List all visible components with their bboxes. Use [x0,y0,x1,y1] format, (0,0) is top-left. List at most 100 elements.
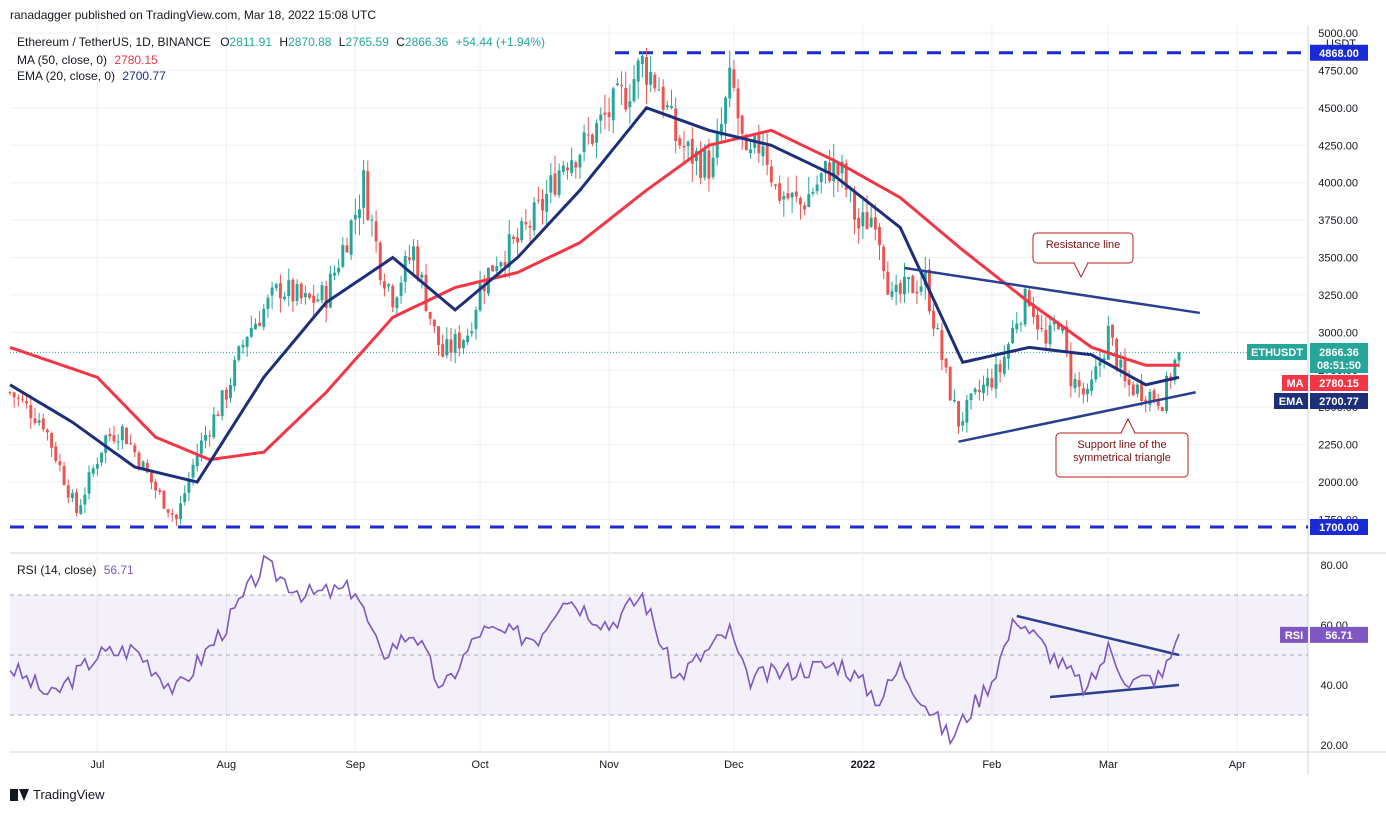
candle-body [557,170,561,196]
candle-body [869,217,873,227]
top-level-badge-text: 4868.00 [1319,48,1359,60]
open-value: 2811.91 [229,35,273,49]
candle-body [441,344,445,357]
candle-body [432,319,436,327]
candle-body [41,418,45,430]
candle-body [353,214,357,220]
candle-body [1135,384,1139,394]
candle-body [457,332,461,349]
ma-legend-label: MA (50, close, 0) [17,53,108,67]
candle-body [1086,389,1089,395]
support-callout-text: symmetrical triangle [1073,452,1171,464]
candle-body [803,205,807,210]
change-value: +54.44 (+1.94%) [455,35,546,49]
candle-body [640,55,644,65]
candle-body [424,274,428,311]
candle-body [994,364,998,389]
candle-body [611,88,615,121]
ema-value-badge-text: 2700.77 [1319,396,1359,408]
candle-body [516,237,520,243]
candle-body [316,299,320,302]
candle-body [491,265,495,272]
candle-body [661,86,665,110]
candle-body [549,175,553,193]
candle-body [366,171,370,220]
candle-body [224,389,228,400]
candle-body [308,293,311,298]
candle-body [986,377,990,387]
rsi-lower-trendline [1049,683,1180,699]
candle-body [566,167,569,171]
candle-body [1148,391,1152,405]
resistance-callout-pointer [1073,262,1089,279]
candle-body [391,285,395,308]
candle-body [749,149,752,154]
candle-body [8,392,12,394]
candle-body [857,217,861,229]
candle-body [1090,379,1094,391]
candle-body [765,146,769,165]
candle-body [416,246,420,279]
candle-body [208,435,212,437]
candle-body [270,287,274,296]
candle-body [1140,384,1144,401]
price-tick-label: 4250.00 [1318,140,1358,152]
candle-body [453,333,457,353]
candle-body [940,330,944,360]
rsi-legend: RSI (14, close) 56.71 [17,563,134,577]
candle-body [919,286,923,292]
candle-body [853,190,856,220]
candle-body [278,283,282,299]
candle-body [1165,375,1169,411]
candle-body [462,340,465,349]
candle-body [141,461,145,470]
candle-body [437,326,440,346]
candle-body [520,221,524,241]
candle-body [1098,361,1102,366]
candle-body [324,285,328,309]
candle-body [1077,380,1081,387]
candle-body [291,279,295,302]
candle-body [29,405,33,419]
low-label: L [338,35,346,49]
candle-body [12,392,16,398]
tradingview-logo[interactable]: TradingView [10,787,105,802]
candle-body [944,358,948,368]
candle-body [179,503,183,520]
moving-averages [9,106,1180,484]
candle-body [295,284,299,301]
candle-body [158,490,162,492]
resistance-trendline [904,266,1201,315]
candle-body [299,283,303,299]
bottom-level-badge-text: 1700.00 [1319,522,1359,534]
candle-body [387,284,391,287]
candle-body [915,291,919,294]
ma50-line [9,128,1179,462]
candle-body [778,183,782,201]
candle-body [649,71,653,85]
candle-body [973,388,977,393]
annotations: Resistance line Support line of thesymmet… [1032,232,1189,478]
rsi-upper-trendline [1016,614,1180,657]
candle-body [378,242,382,281]
top-level-badge: 4868.00 [1310,44,1368,61]
resistance-callout-text: Resistance line [1046,239,1121,251]
candle-body [337,267,341,273]
candle-body [258,322,262,326]
candle-body [37,420,41,423]
candle-body [977,389,981,392]
candle-body [524,222,528,225]
candle-body [303,293,307,298]
candle-body [428,311,432,319]
candle-body [283,296,287,300]
resistance-callout: Resistance line [1032,232,1134,279]
candle-body [1115,338,1119,369]
candle-body [199,440,203,454]
candle-body [466,335,470,343]
candle-body [1152,390,1156,401]
candle-body [1061,327,1065,331]
candle-body [624,88,628,110]
candle-body [632,79,636,102]
rsi-line [9,554,1180,746]
